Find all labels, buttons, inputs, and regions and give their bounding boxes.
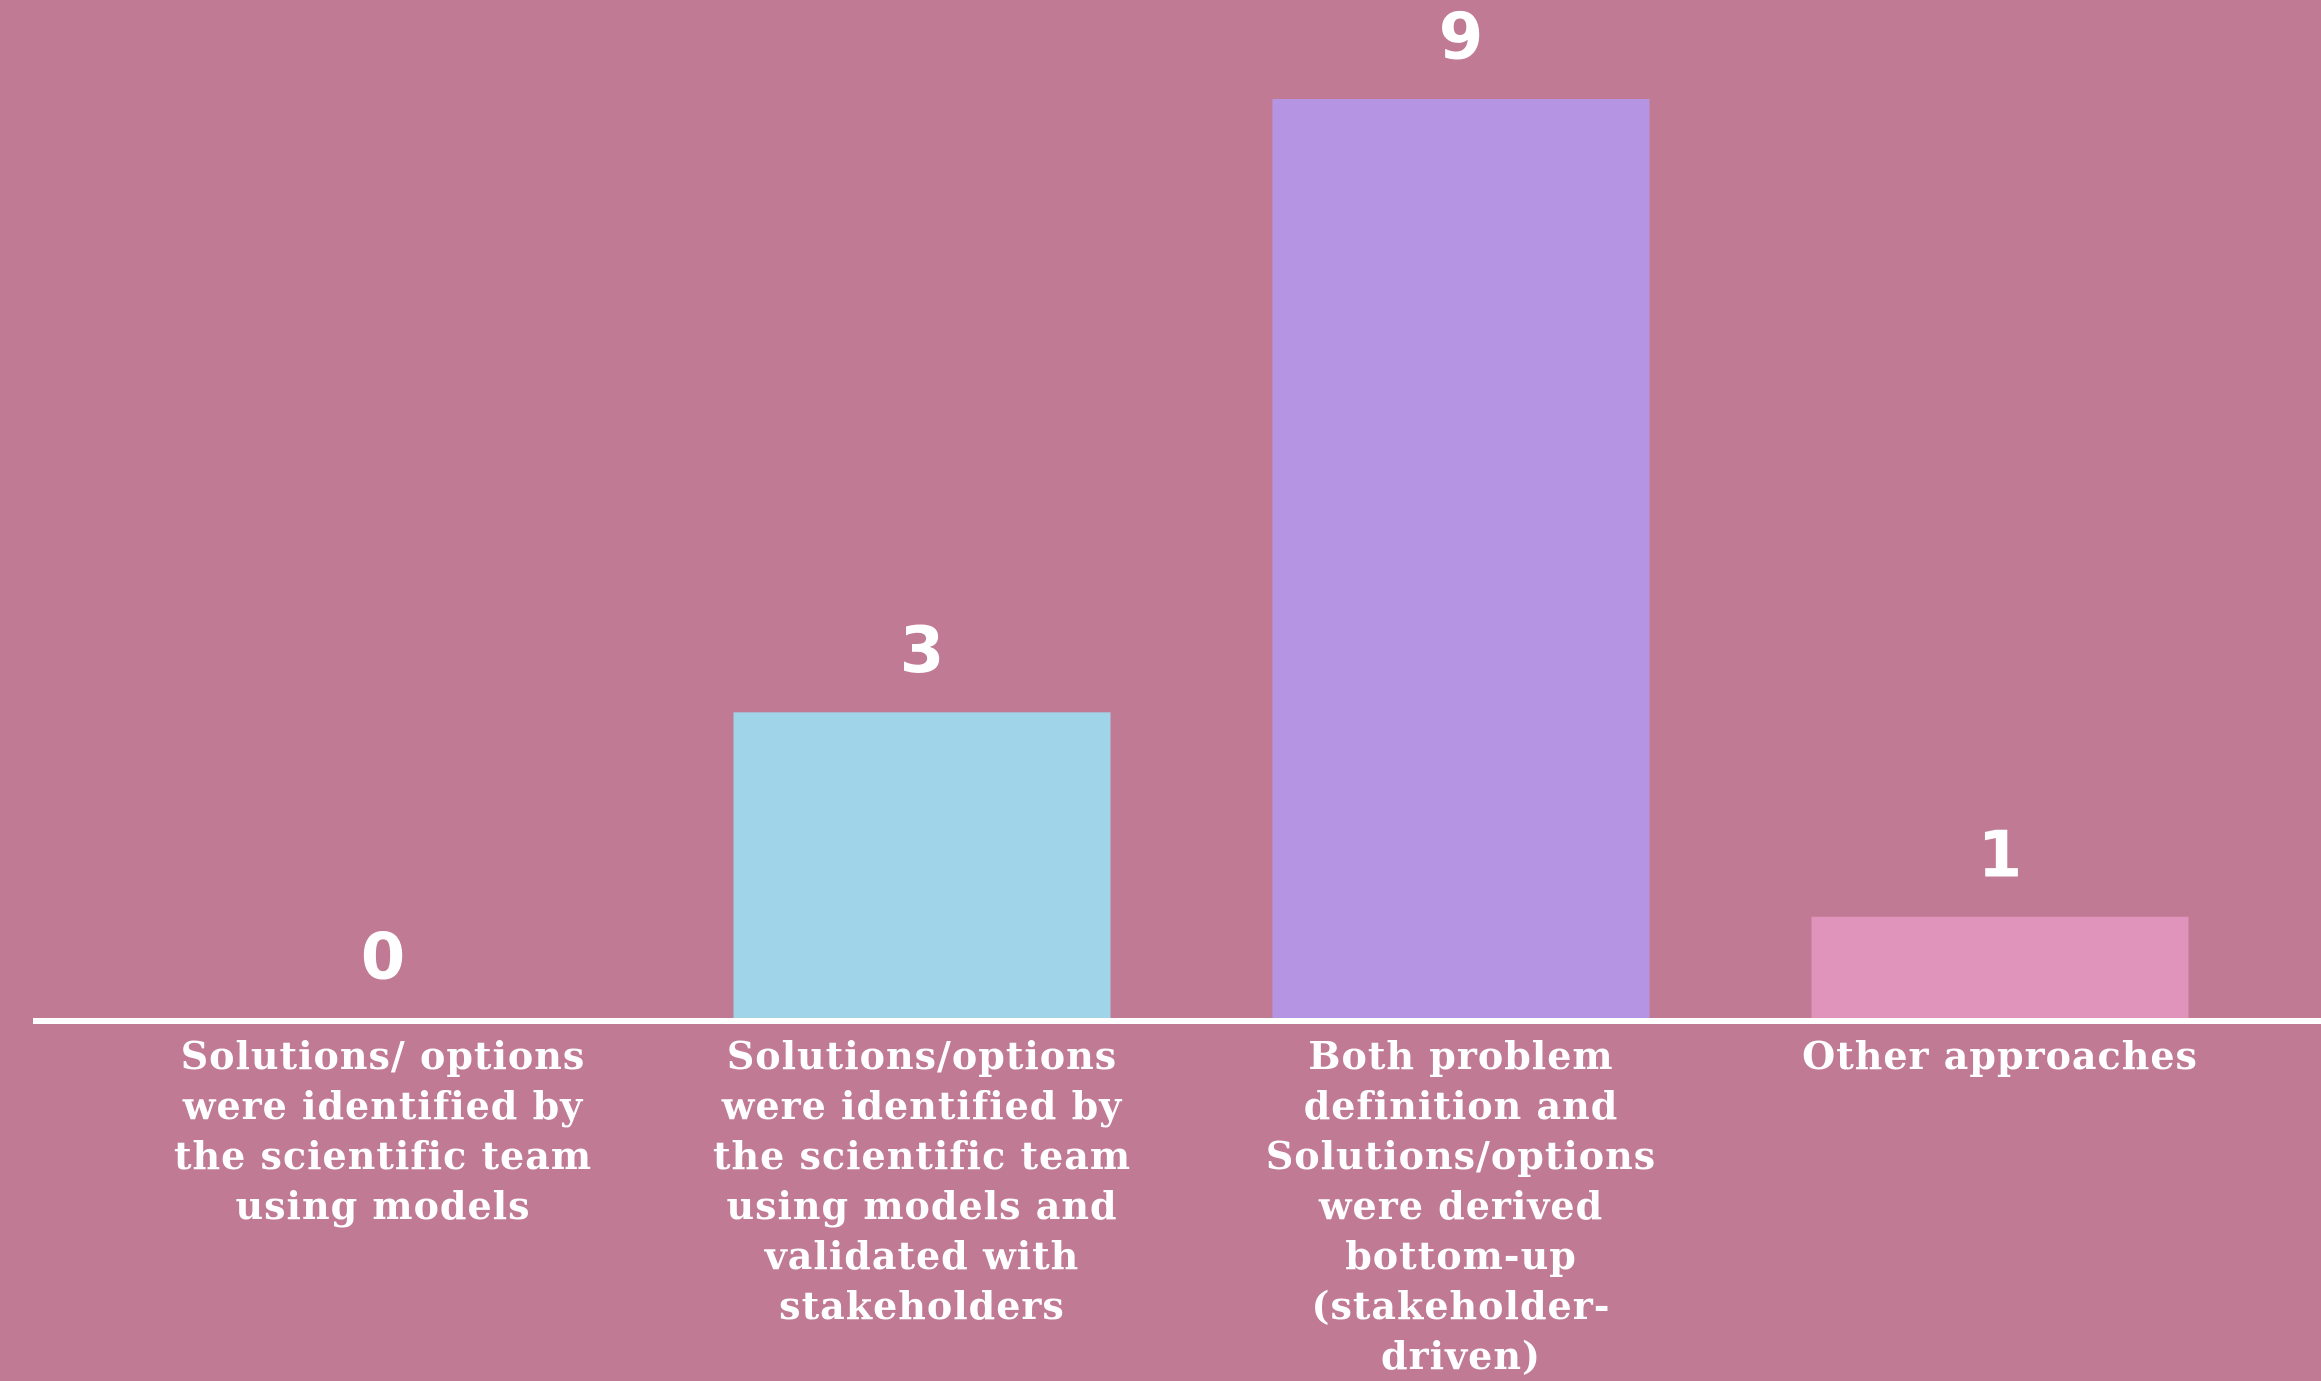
value-label: 3 [900, 614, 945, 688]
bar [1811, 916, 2189, 1019]
bar [733, 712, 1111, 1019]
value-label: 0 [361, 921, 406, 995]
value-label: 1 [1978, 818, 2023, 892]
category-label: Solutions/options were identified by the… [712, 1033, 1132, 1328]
bar [1272, 99, 1650, 1019]
category-label: Solutions/ options were identified by th… [173, 1033, 593, 1228]
category-label: Both problem definition and Solutions/op… [1265, 1033, 1657, 1378]
category-label: Other approaches [1802, 1033, 2198, 1078]
value-label: 9 [1439, 1, 1484, 75]
